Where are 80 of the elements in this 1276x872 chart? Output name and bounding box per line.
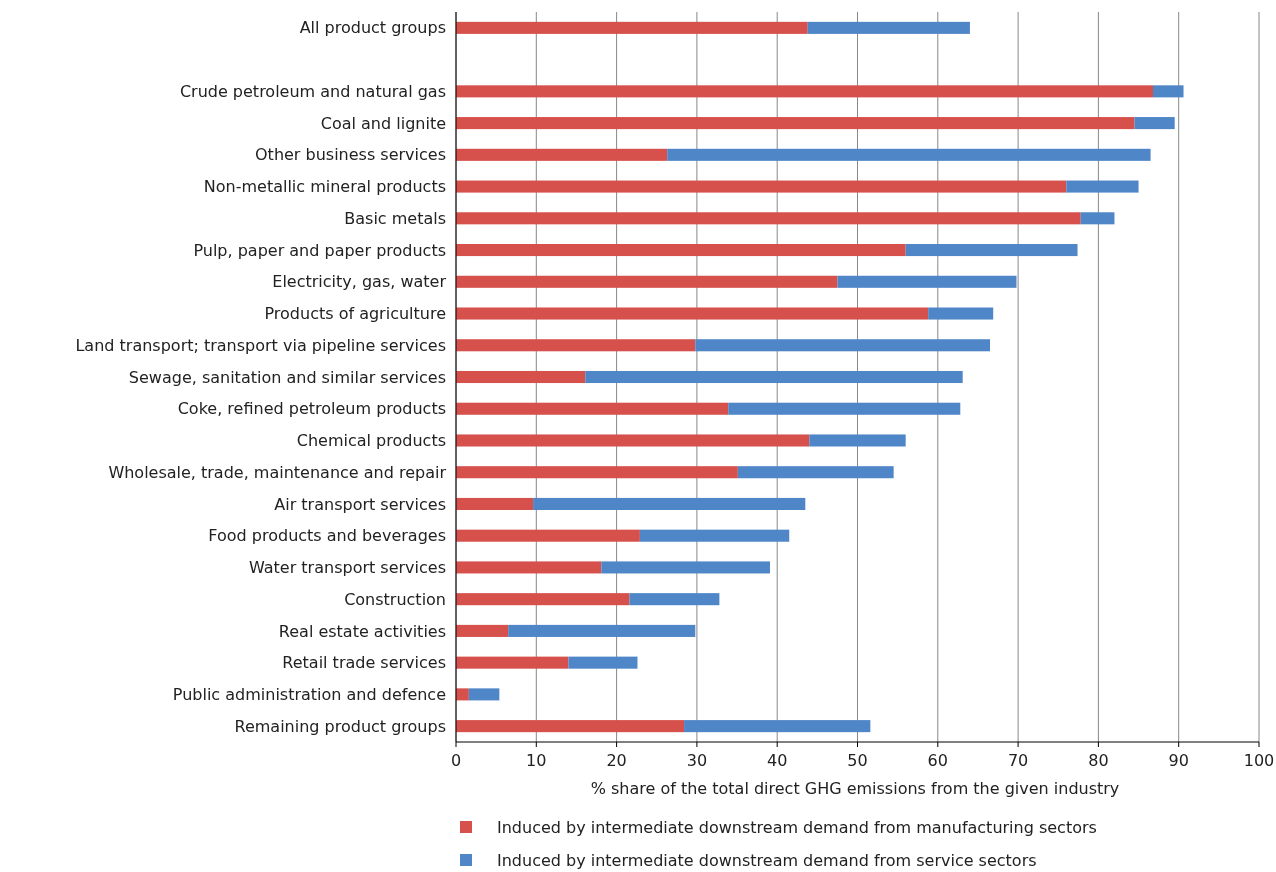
y-tick-label: Retail trade services [282,653,446,673]
bar [456,21,808,34]
legend-label: Induced by intermediate downstream demand from manufacturing sectors [497,817,1097,837]
legend-label: Induced by intermediate downstream demand from service sectors [497,850,1037,870]
bar [456,275,838,288]
y-tick-label: Air transport services [274,494,446,514]
bar [456,307,929,320]
y-tick-label: Chemical products [296,431,446,451]
bar [456,85,1153,98]
x-tick-label: 70 [1007,751,1029,770]
y-tick-label: Electricity, gas, water [272,272,447,292]
bar [695,339,990,352]
bar [456,656,569,669]
bar [456,434,810,447]
bar [456,370,586,384]
y-tick-label: Wholesale, trade, maintenance and repair [108,462,447,482]
bar [837,275,1017,288]
bar [639,529,790,542]
bar [456,148,668,161]
bar [568,656,638,669]
bar [807,21,970,34]
bar [456,497,534,510]
bar [456,624,509,637]
bar [737,466,894,479]
y-tick-label: Coke, refined petroleum products [177,399,446,419]
bar [456,117,1135,130]
x-tick-label: 30 [686,751,708,770]
bar [1066,180,1139,193]
bar [928,307,994,320]
y-tick-label: Other business services [255,145,446,165]
y-tick-label: Non-metallic mineral products [203,177,446,197]
y-tick-label: Crude petroleum and natural gas [179,81,446,101]
x-tick-label: 80 [1088,751,1109,770]
y-tick-label: Land transport; transport via pipeline services [75,335,446,355]
x-axis-title: % share of the total direct GHG emissions from the given industry [590,779,1120,798]
bar [1080,212,1115,225]
y-tick-label: Water transport services [248,558,446,578]
x-tick-label: 90 [1168,751,1189,770]
x-tick-label: 10 [526,751,547,770]
y-tick-label: Food products and beverages [208,526,446,546]
bar [667,148,1151,161]
bar [585,370,963,384]
bar [629,593,720,606]
bar [456,466,738,479]
y-tick-label: Coal and lignite [320,113,446,133]
x-tick-label: 100 [1243,751,1275,770]
x-tick-label: 20 [606,751,627,770]
bar [456,529,640,542]
y-tick-label: Basic metals [344,208,446,228]
y-tick-label: Real estate activities [278,621,446,641]
y-tick-label: Products of agriculture [264,304,446,324]
y-tick-label: Sewage, sanitation and similar services [128,367,446,387]
bar [456,339,696,352]
y-tick-label: Public administration and defence [172,684,446,704]
x-tick-label: 40 [767,751,788,770]
x-tick-label: 0 [450,751,462,770]
bar [1134,117,1175,130]
bar [533,497,806,510]
bar [456,180,1067,193]
bar [809,434,906,447]
y-tick-label: All product groups [299,18,446,38]
bar [1153,85,1184,98]
bar [456,720,685,733]
bar [601,561,770,574]
bar [508,624,696,637]
bar [684,720,871,733]
y-tick-label: Remaining product groups [234,716,446,736]
bar [456,212,1081,225]
bar [456,593,630,606]
bar [456,244,906,257]
bar [905,244,1078,257]
bar [456,561,602,574]
x-tick-label: 60 [927,751,948,770]
x-tick-label: 50 [847,751,868,770]
y-tick-label: Construction [344,589,446,609]
bar [728,402,961,415]
bar [456,402,729,415]
bar [456,688,469,701]
y-tick-label: Pulp, paper and paper products [193,240,446,260]
bar [468,688,500,701]
